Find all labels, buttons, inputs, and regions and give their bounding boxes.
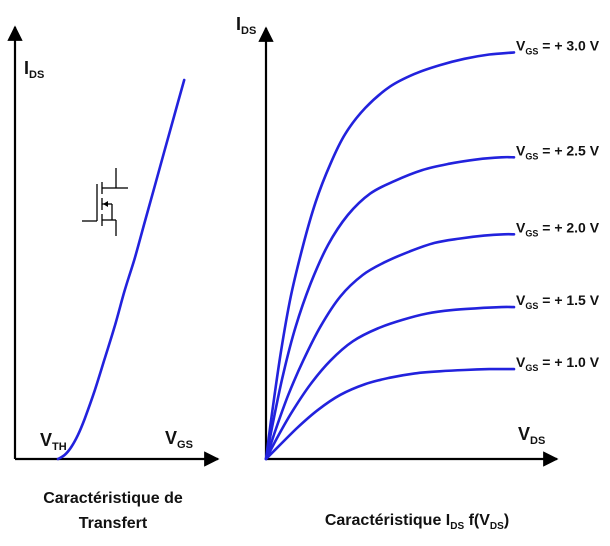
- output-xlabel: VDS: [518, 424, 545, 447]
- transfer-xlabel-main: V: [165, 428, 177, 448]
- output-caption-sub1: DS: [450, 521, 464, 532]
- output-curve-4: [264, 305, 516, 461]
- output-curves: [264, 51, 516, 461]
- output-xlabel-main: V: [518, 424, 530, 444]
- threshold-label-sub: TH: [52, 441, 67, 453]
- mosfet-symbol-icon: [82, 168, 128, 236]
- output-caption-prefix: Caractéristique I: [325, 512, 450, 529]
- output-caption: Caractéristique IDS f(VDS): [325, 512, 509, 532]
- output-curve-1: [264, 51, 516, 461]
- output-curve-2: [264, 155, 516, 461]
- transfer-ylabel-sub: DS: [29, 69, 44, 81]
- output-ylabel-sub: DS: [241, 25, 256, 37]
- transfer-chart: IDS VTH VGS Caractéristique de Transfer: [7, 25, 220, 532]
- transfer-xlabel: VGS: [165, 428, 193, 451]
- output-caption-suffix: ): [504, 512, 509, 529]
- output-curve-5: [264, 367, 516, 461]
- output-caption-mid: f(V: [464, 512, 490, 529]
- output-series-label-5: VGS = + 1.0 V: [516, 354, 600, 373]
- transfer-ylabel-main: I: [24, 58, 29, 78]
- output-ylabel: IDS: [236, 14, 256, 37]
- output-xlabel-sub: DS: [530, 435, 545, 447]
- output-series-label-4: VGS = + 1.5 V: [516, 292, 600, 311]
- transfer-ylabel: IDS: [24, 58, 44, 81]
- output-series-label-3: VGS = + 2.0 V: [516, 219, 600, 238]
- transfer-caption-line1: Caractéristique de: [43, 490, 183, 507]
- output-ylabel-main: I: [236, 14, 241, 34]
- transfer-xlabel-sub: GS: [177, 439, 193, 451]
- transfer-curve: [56, 78, 186, 461]
- output-caption-sub2: DS: [490, 521, 504, 532]
- transfer-caption-line2: Transfert: [79, 515, 148, 532]
- threshold-label-main: V: [40, 430, 52, 450]
- output-curve-3: [264, 232, 516, 461]
- output-series-label-1: VGS = + 3.0 V: [516, 37, 600, 56]
- threshold-label: VTH: [40, 430, 67, 453]
- output-series-label-2: VGS = + 2.5 V: [516, 142, 600, 161]
- output-series-labels: VGS = + 3.0 V VGS = + 2.5 V VGS = + 2.0 V V…: [516, 37, 600, 373]
